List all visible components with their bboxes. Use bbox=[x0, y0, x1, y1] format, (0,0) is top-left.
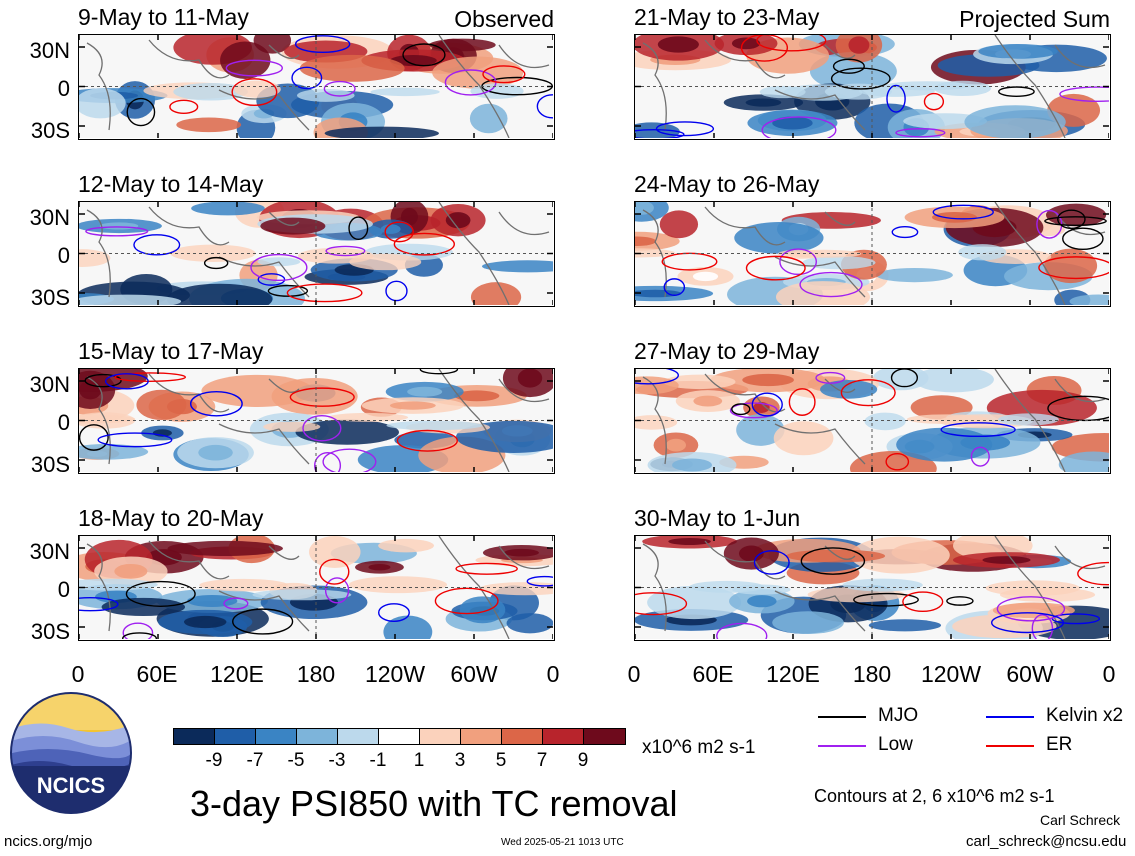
map-panel-7 bbox=[634, 368, 1111, 474]
legend-label-er: ER bbox=[1046, 734, 1073, 755]
lat-label-30s: 30S bbox=[30, 118, 70, 143]
panel-title-1: 9-May to 11-May bbox=[78, 4, 249, 30]
lat-label-30n: 30N bbox=[29, 539, 70, 564]
panel-title-2: 12-May to 14-May bbox=[78, 171, 264, 197]
lat-label-0: 0 bbox=[57, 243, 70, 268]
colorbar-label: 9 bbox=[577, 750, 589, 771]
footer-author: Carl Schreck bbox=[1040, 812, 1121, 828]
legend-line-kelvin bbox=[986, 716, 1034, 718]
lon-label: 120W bbox=[364, 661, 426, 687]
lat-label-0: 0 bbox=[57, 410, 70, 435]
lat-label-0: 0 bbox=[57, 76, 70, 101]
panel-title-7: 27-May to 29-May bbox=[634, 338, 820, 364]
contours-note: Contours at 2, 6 x10^6 m2 s-1 bbox=[814, 786, 1055, 806]
colorbar-label: -3 bbox=[328, 750, 346, 771]
colorbar-swatch bbox=[337, 728, 379, 745]
lon-label: 60E bbox=[692, 661, 734, 687]
lon-label: 180 bbox=[296, 661, 336, 687]
map-panel-3 bbox=[78, 368, 555, 474]
panel-corner-label-projected: Projected Sum bbox=[959, 6, 1110, 32]
lat-label-30s: 30S bbox=[30, 452, 70, 477]
lon-label: 180 bbox=[852, 661, 892, 687]
map-panel-6 bbox=[634, 201, 1111, 307]
lon-label: 0 bbox=[71, 661, 85, 687]
map-panel-8 bbox=[634, 535, 1111, 641]
lon-label: 120E bbox=[210, 661, 264, 687]
map-panel-1 bbox=[78, 34, 555, 140]
colorbar-swatch bbox=[542, 728, 584, 745]
colorbar-swatch bbox=[501, 728, 543, 745]
colorbar-swatch bbox=[583, 728, 626, 745]
footer-url: ncics.org/mjo bbox=[4, 833, 93, 850]
lon-label: 0 bbox=[546, 661, 560, 687]
ncics-logo: NCICS bbox=[8, 690, 134, 816]
lon-label: 0 bbox=[1102, 661, 1116, 687]
panel-corner-label-observed: Observed bbox=[454, 6, 554, 32]
colorbar-swatch bbox=[214, 728, 256, 745]
lat-label-30n: 30N bbox=[29, 38, 70, 63]
lat-label-30s: 30S bbox=[30, 619, 70, 644]
lon-label: 60W bbox=[1006, 661, 1054, 687]
lon-label: 0 bbox=[627, 661, 641, 687]
colorbar-label: 3 bbox=[454, 750, 466, 771]
colorbar-swatch bbox=[419, 728, 461, 745]
lat-label-30s: 30S bbox=[30, 285, 70, 310]
footer-timestamp: Wed 2025-05-21 1013 UTC bbox=[501, 837, 624, 848]
colorbar-label: -5 bbox=[287, 750, 305, 771]
map-panel-5 bbox=[634, 34, 1111, 140]
legend-label-kelvin: Kelvin x2 bbox=[1046, 705, 1124, 726]
colorbar-swatch bbox=[173, 728, 215, 745]
lat-label-30n: 30N bbox=[29, 205, 70, 230]
colorbar-label: -1 bbox=[369, 750, 387, 771]
lon-label: 60W bbox=[450, 661, 498, 687]
logo-text: NCICS bbox=[37, 773, 105, 798]
map-panel-4 bbox=[78, 535, 555, 641]
lat-label-0: 0 bbox=[57, 577, 70, 602]
panel-title-3: 15-May to 17-May bbox=[78, 338, 264, 364]
colorbar-label: -9 bbox=[205, 750, 223, 771]
lon-label: 60E bbox=[136, 661, 178, 687]
colorbar-label: 5 bbox=[495, 750, 507, 771]
legend-line-low bbox=[818, 745, 866, 747]
colorbar-swatch bbox=[460, 728, 502, 745]
colorbar-label: 1 bbox=[413, 750, 425, 771]
colorbar-swatch bbox=[378, 728, 420, 745]
footer-email: carl_schreck@ncsu.edu bbox=[966, 833, 1127, 850]
legend-label-mjo: MJO bbox=[878, 705, 919, 726]
lat-label-30n: 30N bbox=[29, 372, 70, 397]
lon-label: 120W bbox=[920, 661, 982, 687]
colorbar-swatch bbox=[255, 728, 297, 745]
panel-title-8: 30-May to 1-Jun bbox=[634, 505, 801, 531]
panel-title-6: 24-May to 26-May bbox=[634, 171, 820, 197]
colorbar-swatch bbox=[296, 728, 338, 745]
legend-line-er bbox=[986, 745, 1034, 747]
colorbar-units: x10^6 m2 s-1 bbox=[642, 737, 756, 758]
colorbar-label: -7 bbox=[246, 750, 264, 771]
panel-title-4: 18-May to 20-May bbox=[78, 505, 264, 531]
legend-label-low: Low bbox=[878, 734, 913, 755]
legend-line-mjo bbox=[818, 716, 866, 718]
colorbar-label: 7 bbox=[536, 750, 548, 771]
panel-title-5: 21-May to 23-May bbox=[634, 4, 820, 30]
map-panel-2 bbox=[78, 201, 555, 307]
main-title: 3-day PSI850 with TC removal bbox=[190, 783, 678, 824]
lon-label: 120E bbox=[766, 661, 820, 687]
